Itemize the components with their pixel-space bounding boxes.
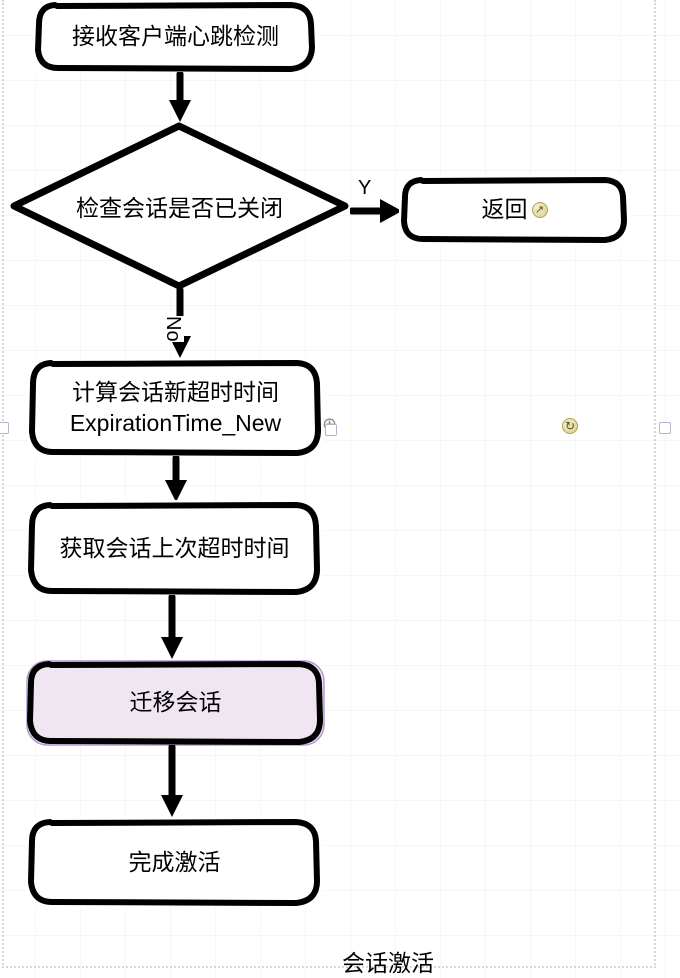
refresh-icon[interactable]: ↻ — [562, 418, 578, 434]
node-check-session-closed[interactable]: 检查会话是否已关闭 — [7, 120, 352, 292]
node-label: 接收客户端心跳检测 — [33, 0, 318, 74]
selection-handle[interactable] — [0, 422, 9, 434]
node-receive-heartbeat[interactable]: 接收客户端心跳检测 — [33, 0, 318, 74]
edge-check-to-return — [350, 196, 404, 226]
node-calc-expiration[interactable]: 计算会话新超时时间 ExpirationTime_New — [27, 358, 324, 458]
edge-label-yes: Y — [358, 177, 371, 200]
node-label: 检查会话是否已关闭 — [7, 120, 352, 292]
node-activation-done[interactable]: 完成激活 — [26, 817, 323, 908]
node-label: 返回 ↗ — [399, 175, 630, 245]
edge-start-to-check — [166, 72, 194, 126]
node-label: 迁移会话 — [25, 659, 326, 747]
selection-handle[interactable] — [659, 422, 671, 434]
canvas-title: 会话激活 — [342, 944, 434, 978]
edge-calc-to-getlast — [162, 456, 190, 504]
edge-migrate-to-done — [158, 745, 186, 821]
node-label: 计算会话新超时时间 ExpirationTime_New — [27, 358, 324, 458]
node-return[interactable]: 返回 ↗ — [399, 175, 630, 245]
edge-label-no: No — [161, 316, 184, 342]
selection-handle[interactable] — [325, 424, 337, 436]
node-label: 获取会话上次超时时间 — [26, 500, 323, 597]
node-label: 完成激活 — [26, 817, 323, 908]
link-icon: ↗ — [532, 202, 548, 218]
node-get-last-expiration[interactable]: 获取会话上次超时时间 — [26, 500, 323, 597]
node-migrate-session[interactable]: 迁移会话 — [25, 659, 326, 747]
edge-getlast-to-migrate — [158, 595, 186, 663]
